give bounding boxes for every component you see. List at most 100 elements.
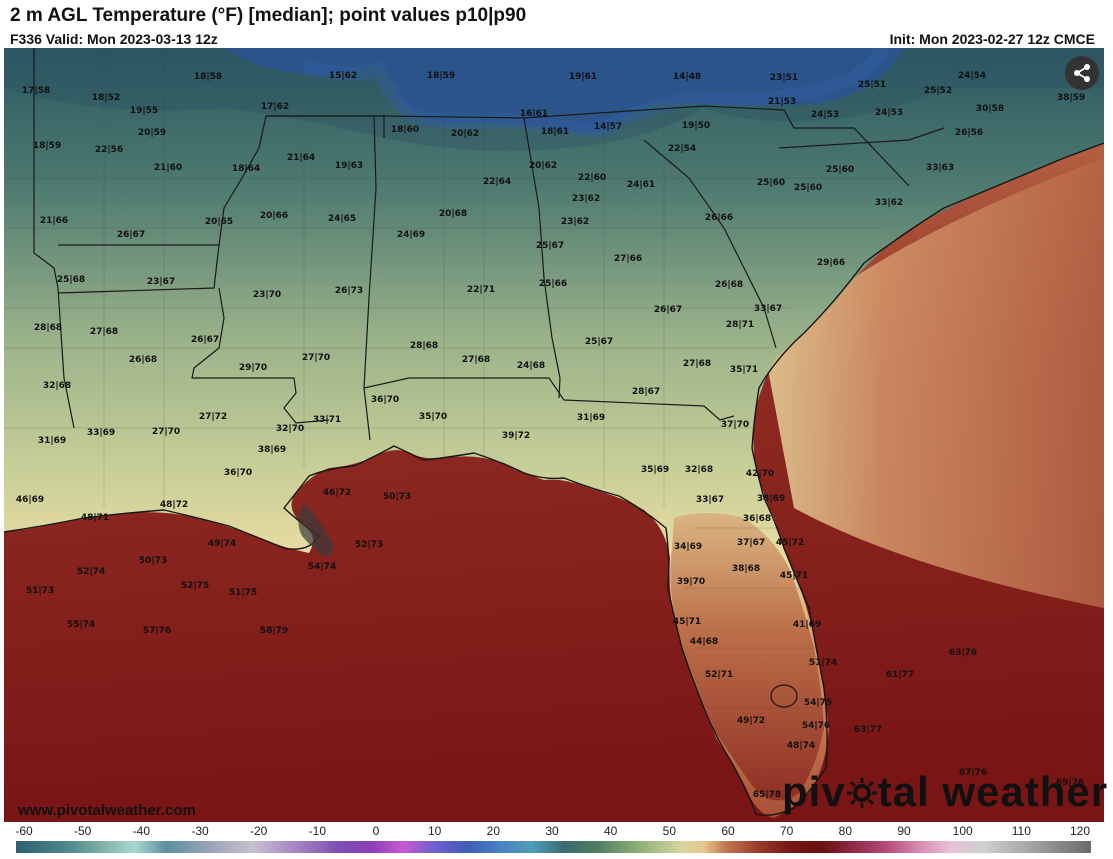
color-scale-tick: 100	[952, 824, 973, 838]
point-values: 17|58 18|58 15|62 18|59 19|61 14|48 23|51 25|51…	[16, 71, 1085, 800]
land-mass	[4, 48, 1104, 818]
map-canvas: 17|58 18|58 15|62 18|59 19|61 14|48 23|51 25|51…	[4, 48, 1104, 822]
point-value-label: 38|68	[732, 564, 760, 574]
point-value-label: 49|74	[208, 539, 236, 549]
color-scale-tick: -20	[249, 824, 268, 838]
point-value-label: 35|70	[419, 412, 447, 422]
point-value-label: 63|77	[854, 725, 882, 735]
point-value-label: 35|71	[730, 365, 758, 375]
point-value-label: 21|66	[40, 216, 68, 226]
point-value-label: 61|77	[886, 670, 914, 680]
point-value-label: 29|66	[817, 258, 845, 268]
point-value-label: 17|58	[22, 86, 50, 96]
point-value-label: 25|52	[924, 86, 952, 96]
point-value-label: 30|58	[976, 104, 1004, 114]
share-button[interactable]	[1065, 56, 1099, 90]
point-value-label: 16|61	[520, 109, 548, 119]
point-value-label: 15|62	[329, 71, 357, 81]
point-value-label: 26|67	[654, 305, 682, 315]
color-scale-tick: -60	[15, 824, 33, 838]
point-value-label: 26|66	[705, 213, 733, 223]
mississippi-delta	[298, 503, 334, 558]
point-value-label: 67|76	[959, 768, 987, 778]
map-header: 2 m AGL Temperature (°F) [median]; point…	[0, 0, 1113, 48]
point-value-label: 22|71	[467, 285, 495, 295]
point-value-label: 38|69	[757, 494, 785, 504]
init-time: Init: Mon 2023-02-27 12z CMCE	[889, 31, 1095, 47]
point-value-label: 18|64	[232, 164, 260, 174]
color-scale-tick: -10	[308, 824, 326, 838]
point-value-label: 45|72	[776, 538, 804, 548]
point-value-label: 22|60	[578, 173, 606, 183]
florida-peninsula	[670, 513, 824, 801]
point-value-label: 20|68	[439, 209, 467, 219]
point-value-label: 14|48	[673, 72, 701, 82]
point-value-label: 27|66	[614, 254, 642, 264]
point-value-label: 38|69	[258, 445, 286, 455]
point-value-label: 21|64	[287, 153, 315, 163]
point-value-label: 26|68	[129, 355, 157, 365]
point-value-label: 39|72	[502, 431, 530, 441]
point-value-label: 23|62	[561, 217, 589, 227]
color-scale-strip	[16, 841, 1091, 853]
point-value-label: 32|68	[685, 465, 713, 475]
point-value-label: 63|76	[949, 648, 977, 658]
point-value-label: 19|63	[335, 161, 363, 171]
point-value-label: 20|66	[260, 211, 288, 221]
point-value-label: 25|68	[57, 275, 85, 285]
point-value-label: 19|55	[130, 106, 158, 116]
point-value-label: 51|75	[229, 588, 257, 598]
point-value-label: 19|61	[569, 72, 597, 82]
color-scale: -60 -50 -40 -30 -20 -10 0 10 20 30 40 50 60 70 80 90 100…	[0, 822, 1113, 859]
point-value-label: 19|50	[682, 121, 710, 131]
point-value-label: 18|59	[33, 141, 61, 151]
point-value-label: 20|62	[529, 161, 557, 171]
point-value-label: 52|74	[77, 567, 105, 577]
point-value-label: 46|72	[323, 488, 351, 498]
point-value-label: 45|71	[673, 617, 701, 627]
point-value-label: 45|71	[780, 571, 808, 581]
point-value-label: 27|68	[90, 327, 118, 337]
point-value-label: 33|62	[875, 198, 903, 208]
point-value-label: 28|68	[410, 341, 438, 351]
point-value-label: 24|53	[875, 108, 903, 118]
point-value-label: 25|51	[858, 80, 886, 90]
point-value-label: 21|60	[154, 163, 182, 173]
point-value-label: 28|68	[34, 323, 62, 333]
color-scale-tick: -30	[191, 824, 209, 838]
point-value-label: 24|68	[517, 361, 545, 371]
point-value-label: 37|67	[737, 538, 765, 548]
point-value-label: 33|63	[926, 163, 954, 173]
color-scale-tick: 110	[1011, 824, 1031, 838]
point-value-label: 50|73	[139, 556, 167, 566]
point-value-label: 26|56	[955, 128, 983, 138]
color-scale-tick: 40	[603, 824, 618, 838]
point-value-label: 54|76	[802, 721, 830, 731]
point-value-label: 42|70	[746, 469, 774, 479]
point-value-label: 51|73	[26, 586, 54, 596]
color-scale-tick: 50	[662, 824, 677, 838]
point-value-label: 22|54	[668, 144, 696, 154]
sun-icon	[846, 778, 877, 808]
point-value-label: 33|67	[754, 304, 782, 314]
color-scale-tick: 10	[427, 824, 442, 838]
point-value-label: 48|71	[81, 513, 109, 523]
point-value-label: 20|59	[138, 128, 166, 138]
point-value-label: 18|61	[541, 127, 569, 137]
point-value-label: 22|56	[95, 145, 123, 155]
point-value-label: 26|73	[335, 286, 363, 296]
valid-time: F336 Valid: Mon 2023-03-13 12z	[10, 31, 218, 47]
point-value-label: 27|70	[152, 427, 180, 437]
point-value-label: 26|68	[715, 280, 743, 290]
point-value-label: 41|69	[793, 620, 821, 630]
share-icon	[1074, 64, 1090, 82]
point-value-label: 27|68	[683, 359, 711, 369]
point-value-label: 25|60	[757, 178, 785, 188]
point-value-label: 48|72	[160, 500, 188, 510]
state-boundaries	[33, 48, 945, 441]
point-value-label: 25|67	[536, 241, 564, 251]
point-value-label: 31|69	[38, 436, 66, 446]
site-url[interactable]: www.pivotalweather.com	[18, 802, 196, 819]
point-value-label: 33|67	[696, 495, 724, 505]
color-scale-tick: 20	[486, 824, 501, 838]
